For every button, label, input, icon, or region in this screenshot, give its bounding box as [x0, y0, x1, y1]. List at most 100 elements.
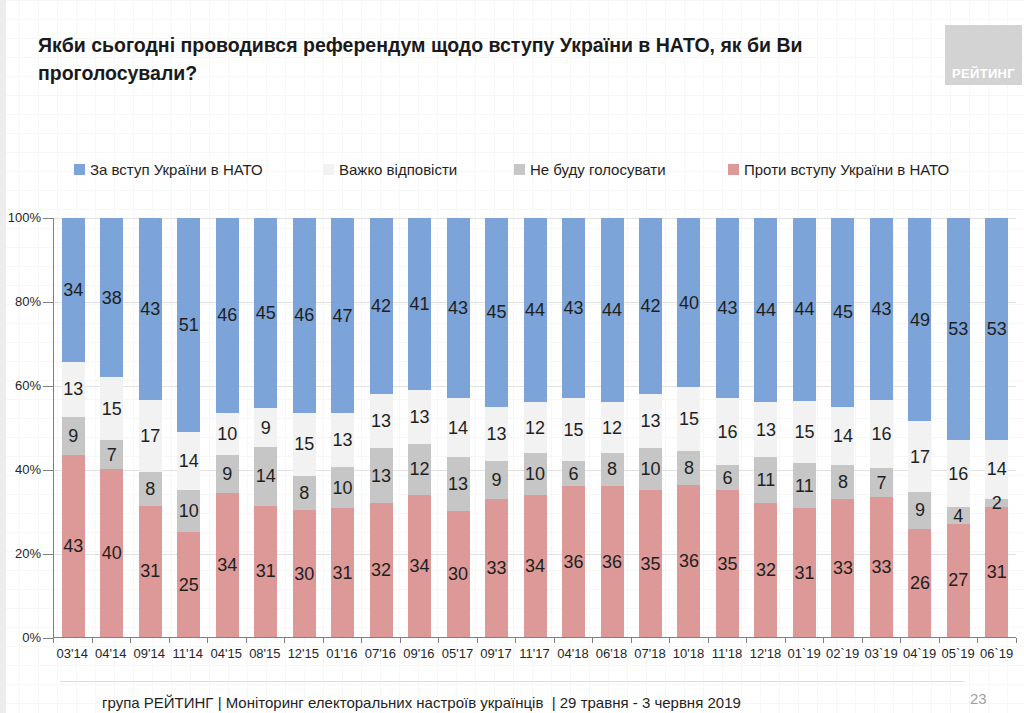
bar-value-label: 14	[448, 419, 468, 437]
bar-segment-vazhko: 16	[870, 400, 893, 468]
bar-segment-za-vstup: 42	[370, 218, 393, 394]
x-tick-label: 07'18	[631, 646, 670, 661]
bar-segment-za-vstup: 43	[562, 218, 585, 398]
x-tick-label: 01'16	[323, 646, 362, 661]
bar-slot: 3491046	[208, 218, 246, 637]
legend-item-vazhko: Важко відповісти	[323, 161, 457, 178]
bar-segment-vazhko: 14	[447, 398, 470, 457]
bar-value-label: 6	[722, 469, 732, 487]
legend-item-proty: Проти вступу України в НАТО	[728, 161, 949, 178]
bar-segment-za-vstup: 43	[139, 218, 162, 400]
bar-value-label: 42	[640, 297, 660, 315]
bar-group-10'18: 3681540	[677, 218, 700, 637]
bar-group-04'14: 4071538	[100, 218, 123, 637]
bar-segment-vazhko: 13	[639, 394, 662, 448]
x-tick-label: 09'16	[400, 646, 439, 661]
x-tick-label: 11'18	[708, 646, 747, 661]
bar-segment-ne-budu: 13	[447, 457, 470, 511]
bar-value-label: 16	[871, 425, 891, 443]
bar-group-09'17: 3391345	[485, 218, 508, 637]
x-tick-label: 03`19	[862, 646, 901, 661]
x-tick-label: 04`19	[900, 646, 939, 661]
bar-value-label: 42	[371, 297, 391, 315]
bar-slot: 3181743	[131, 218, 169, 637]
bar-value-label: 6	[569, 465, 579, 483]
bar-segment-proty: 33	[831, 499, 854, 637]
bar-segment-ne-budu: 10	[524, 453, 547, 495]
bar-value-label: 2	[992, 494, 1002, 512]
bar-value-label: 40	[679, 294, 699, 312]
bar-segment-za-vstup: 40	[677, 218, 700, 387]
x-tick-label: 04'14	[92, 646, 131, 661]
y-tick-label: 20%	[15, 547, 41, 561]
bar-value-label: 9	[261, 419, 271, 437]
y-axis-labels: 100% 80% 60% 40% 20% 0%	[0, 218, 41, 639]
bar-value-label: 13	[487, 425, 507, 443]
bars: 4391334407153831817432510145134910463114…	[54, 218, 1016, 637]
bar-segment-vazhko: 13	[485, 407, 508, 461]
bar-group-05'17: 30131443	[447, 218, 470, 637]
x-tick-label: 11'14	[169, 646, 208, 661]
bar-segment-ne-budu: 4	[947, 507, 970, 524]
bar-segment-vazhko: 15	[793, 401, 816, 463]
bar-slot: 32111344	[747, 218, 785, 637]
bar-value-label: 33	[871, 558, 891, 576]
bar-value-label: 30	[448, 565, 468, 583]
bar-value-label: 8	[607, 460, 617, 478]
bar-value-label: 9	[492, 471, 502, 489]
bar-slot: 3561643	[708, 218, 746, 637]
bar-segment-vazhko: 12	[601, 402, 624, 452]
x-tick-label: 05'17	[438, 646, 477, 661]
plot-area: 4391334407153831817432510145134910463114…	[53, 218, 1016, 638]
bar-segment-proty: 32	[754, 503, 777, 637]
bar-slot: 3661543	[554, 218, 592, 637]
bar-segment-za-vstup: 46	[216, 218, 239, 413]
bar-segment-proty: 33	[870, 497, 893, 637]
bar-value-label: 26	[910, 574, 930, 592]
bar-value-label: 34	[63, 281, 83, 299]
bar-value-label: 31	[256, 562, 276, 580]
legend-swatch-vazhko	[323, 164, 334, 175]
bar-segment-ne-budu: 11	[754, 457, 777, 503]
bar-slot: 3371643	[862, 218, 900, 637]
bar-group-09'14: 3181743	[139, 218, 162, 637]
bar-slot: 3681540	[670, 218, 708, 637]
bar-value-label: 12	[602, 419, 622, 437]
x-axis-ticks	[53, 638, 1017, 643]
bar-slot: 2691749	[901, 218, 939, 637]
bar-value-label: 13	[410, 408, 430, 426]
bar-value-label: 33	[487, 559, 507, 577]
bar-value-label: 34	[217, 556, 237, 574]
bar-slot: 34121341	[400, 218, 438, 637]
bar-segment-proty: 43	[62, 455, 85, 637]
bar-group-04`19: 2691749	[908, 218, 931, 637]
bar-segment-ne-budu: 10	[639, 448, 662, 490]
bar-value-label: 8	[299, 484, 309, 502]
bar-segment-proty: 26	[908, 529, 931, 637]
bar-slot: 4391334	[54, 218, 92, 637]
bar-group-01`19: 31111544	[793, 218, 816, 637]
legend-item-ne-budu: Не буду голосувати	[514, 161, 666, 178]
bar-segment-ne-budu: 2	[985, 499, 1008, 507]
bar-value-label: 10	[525, 465, 545, 483]
bar-segment-ne-budu: 7	[870, 468, 893, 498]
bar-segment-za-vstup: 44	[524, 218, 547, 402]
bar-segment-proty: 35	[716, 490, 739, 637]
bar-value-label: 31	[333, 564, 353, 582]
x-tick-label: 11'17	[515, 646, 554, 661]
bar-segment-ne-budu: 11	[793, 463, 816, 509]
bar-segment-proty: 31	[254, 506, 277, 637]
bar-segment-ne-budu: 9	[216, 455, 239, 493]
y-tick-label: 40%	[15, 463, 41, 477]
bar-segment-za-vstup: 47	[331, 218, 354, 413]
bar-value-label: 47	[333, 307, 353, 325]
x-tick-label: 12'15	[284, 646, 323, 661]
bar-value-label: 13	[448, 475, 468, 493]
bar-segment-proty: 27	[947, 524, 970, 637]
bar-segment-ne-budu: 8	[601, 453, 624, 487]
x-tick-label: 09'17	[477, 646, 516, 661]
bar-slot: 3381445	[824, 218, 862, 637]
bar-group-01'16: 31101347	[331, 218, 354, 637]
bar-value-label: 14	[256, 467, 276, 485]
bar-value-label: 16	[717, 423, 737, 441]
